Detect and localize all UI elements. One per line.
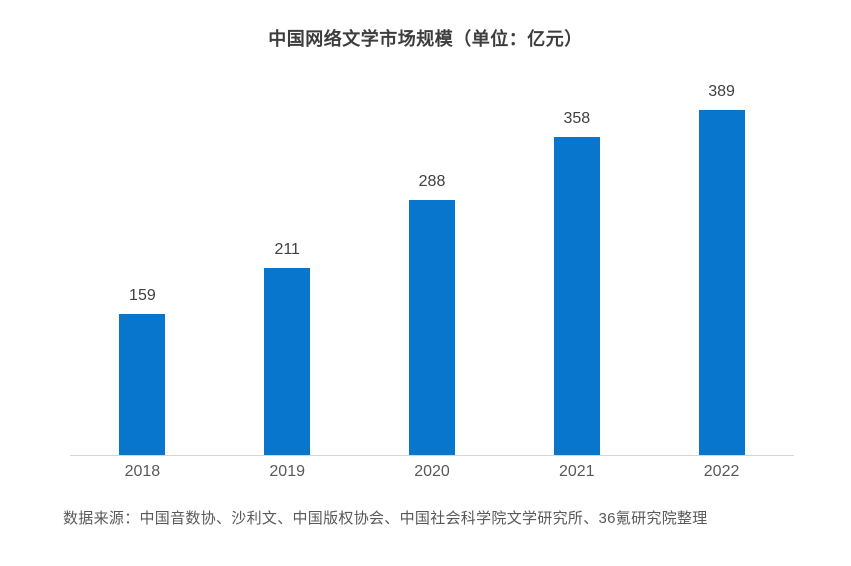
bar-2021: [553, 137, 600, 455]
source-note: 数据来源：中国音数协、沙利文、中国版权协会、中国社会科学院文学研究所、36氪研究…: [63, 510, 708, 527]
bar-group-2020: 288: [360, 174, 505, 455]
bar-group-2022: 389: [649, 84, 794, 455]
chart-title: 中国网络文学市场规模（单位：亿元）: [268, 29, 583, 49]
bar-group-2021: 358: [504, 111, 649, 455]
bar-2018: [119, 314, 166, 455]
bar-value-label: 358: [563, 110, 591, 127]
x-axis: 2018 2019 2020 2021 2022: [70, 462, 794, 483]
plot-area: 159 211 288 358 389: [70, 62, 794, 456]
bar-2019: [264, 268, 311, 455]
bar-value-label: 389: [708, 83, 735, 100]
x-axis-label-2020: 2020: [414, 463, 450, 480]
x-axis-label-2022: 2022: [703, 463, 740, 480]
x-axis-label-2019: 2019: [269, 463, 305, 480]
bar-2020: [408, 200, 455, 455]
bar-value-label: 288: [418, 173, 446, 190]
bar-2022: [698, 110, 745, 455]
bar-value-label: 211: [274, 241, 300, 258]
x-axis-label-2021: 2021: [558, 463, 595, 480]
x-axis-label-2018: 2018: [124, 463, 161, 480]
bar-group-2018: 159: [70, 288, 215, 455]
bar-group-2019: 211: [215, 242, 360, 455]
bar-value-label: 159: [129, 287, 156, 304]
